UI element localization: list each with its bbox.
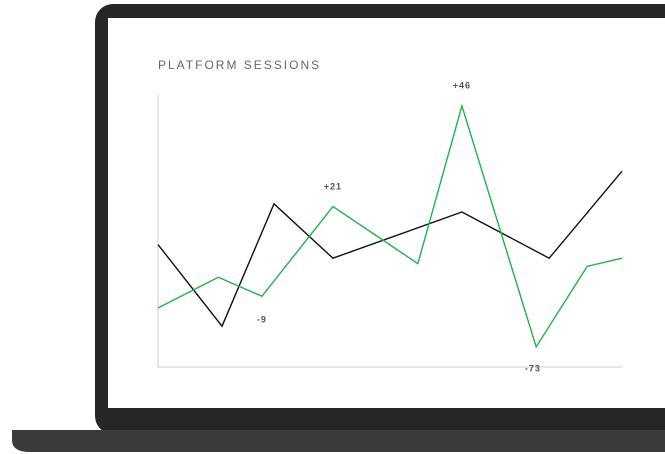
annotation: -9 (257, 314, 267, 324)
series-line (157, 170, 623, 328)
annotation: +46 (453, 80, 471, 90)
laptop-base (12, 430, 665, 452)
plot: -9 +21 +46 -73 (157, 80, 623, 373)
series-line (157, 103, 623, 349)
annotation: -73 (525, 363, 541, 373)
chart-title: PLATFORM SESSIONS (158, 58, 321, 72)
annotation: +21 (324, 181, 342, 191)
screen (108, 18, 665, 408)
